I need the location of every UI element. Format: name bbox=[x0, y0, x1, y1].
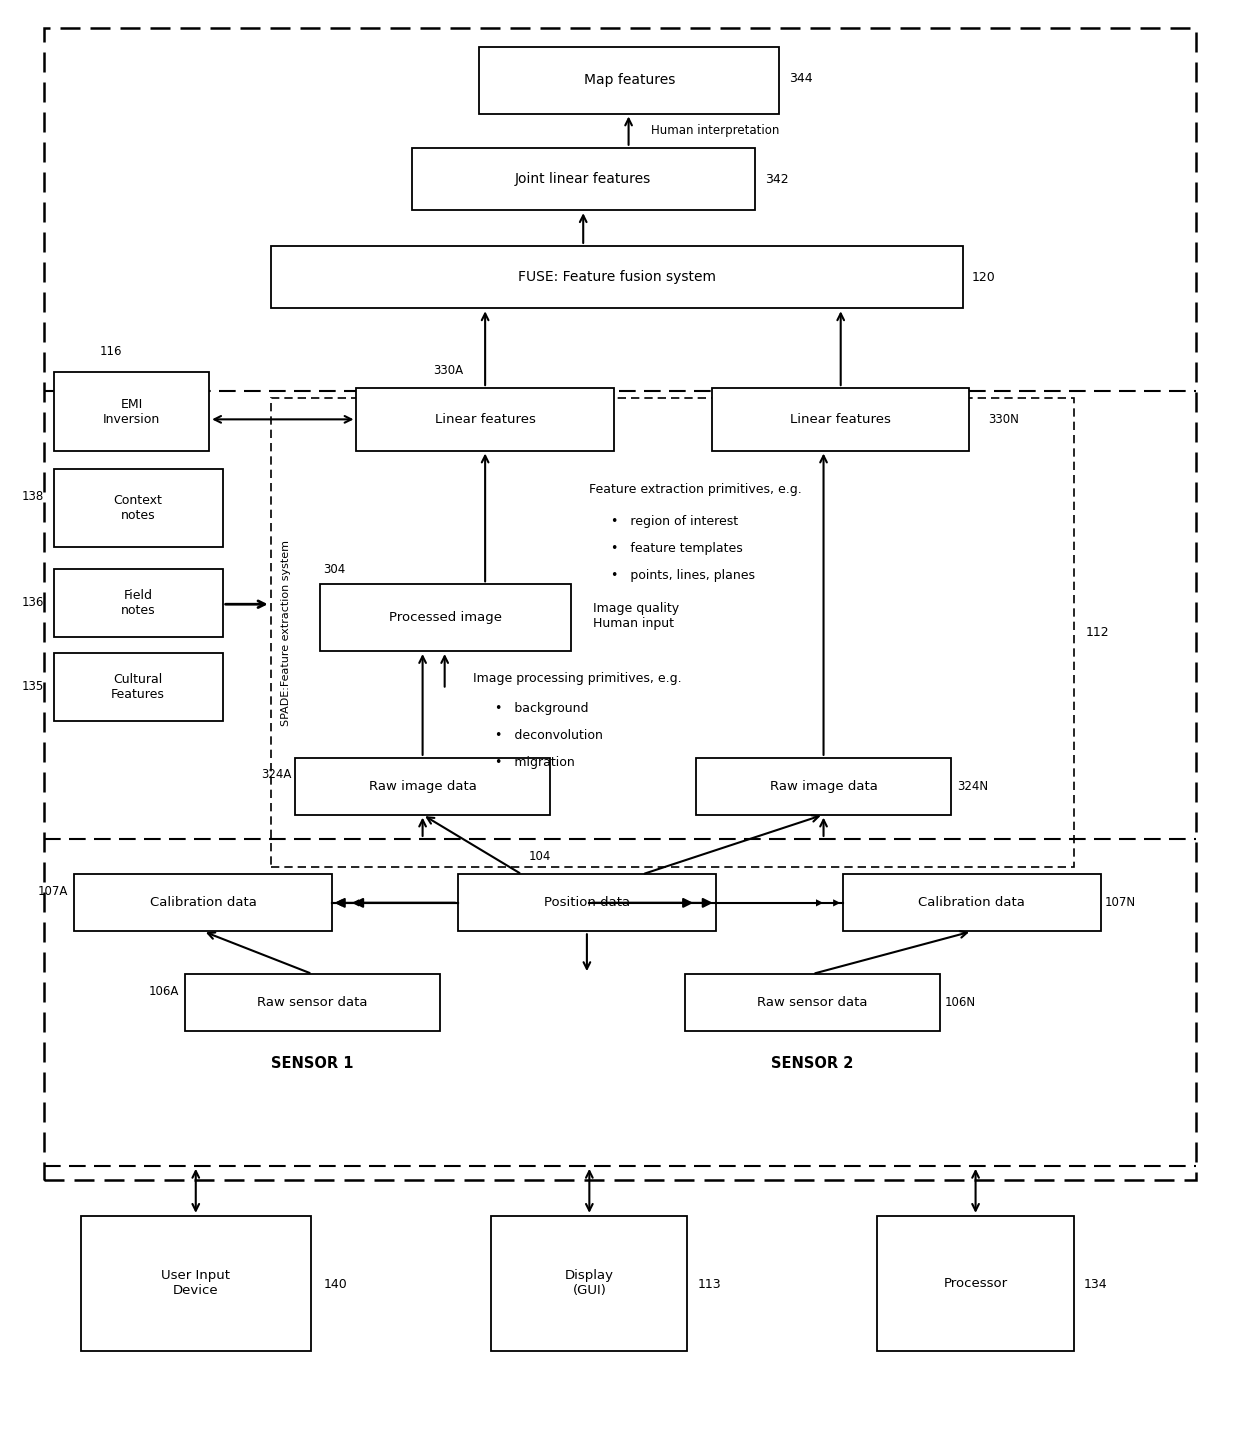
Text: Raw sensor data: Raw sensor data bbox=[257, 997, 367, 1010]
FancyBboxPatch shape bbox=[53, 372, 210, 451]
FancyBboxPatch shape bbox=[74, 875, 332, 932]
Text: •   points, lines, planes: • points, lines, planes bbox=[611, 569, 755, 582]
Text: 116: 116 bbox=[100, 345, 123, 358]
Text: 330A: 330A bbox=[433, 363, 464, 376]
Text: 135: 135 bbox=[21, 681, 43, 694]
Text: Context
notes: Context notes bbox=[114, 494, 162, 523]
Text: Calibration data: Calibration data bbox=[919, 896, 1025, 909]
Text: Raw sensor data: Raw sensor data bbox=[758, 997, 868, 1010]
FancyBboxPatch shape bbox=[458, 875, 715, 932]
Text: 107A: 107A bbox=[38, 885, 68, 898]
Text: •   migration: • migration bbox=[495, 757, 574, 770]
Text: 138: 138 bbox=[21, 490, 43, 503]
Text: 107N: 107N bbox=[1105, 896, 1136, 909]
Text: EMI
Inversion: EMI Inversion bbox=[103, 398, 160, 425]
Text: SENSOR 1: SENSOR 1 bbox=[272, 1057, 353, 1071]
Text: Position data: Position data bbox=[544, 896, 630, 909]
Text: 113: 113 bbox=[697, 1278, 720, 1291]
FancyBboxPatch shape bbox=[53, 569, 223, 638]
Text: 134: 134 bbox=[1084, 1278, 1107, 1291]
FancyBboxPatch shape bbox=[878, 1216, 1074, 1351]
Text: •   deconvolution: • deconvolution bbox=[495, 729, 603, 742]
Text: 330N: 330N bbox=[988, 414, 1019, 426]
FancyBboxPatch shape bbox=[684, 974, 940, 1031]
Text: Raw image data: Raw image data bbox=[770, 780, 878, 793]
Text: Raw image data: Raw image data bbox=[368, 780, 476, 793]
Text: Cultural
Features: Cultural Features bbox=[112, 672, 165, 701]
Text: 324N: 324N bbox=[957, 780, 988, 793]
FancyBboxPatch shape bbox=[491, 1216, 687, 1351]
Text: Map features: Map features bbox=[584, 73, 675, 88]
FancyBboxPatch shape bbox=[712, 388, 970, 451]
Text: Processor: Processor bbox=[944, 1277, 1008, 1290]
FancyBboxPatch shape bbox=[320, 584, 570, 651]
Text: Display
(GUI): Display (GUI) bbox=[565, 1269, 614, 1297]
Text: •   region of interest: • region of interest bbox=[611, 514, 739, 527]
FancyBboxPatch shape bbox=[843, 875, 1101, 932]
Text: Human interpretation: Human interpretation bbox=[651, 123, 779, 138]
Text: Joint linear features: Joint linear features bbox=[515, 172, 651, 187]
FancyBboxPatch shape bbox=[53, 652, 223, 721]
Text: •   feature templates: • feature templates bbox=[611, 541, 743, 554]
Text: 120: 120 bbox=[972, 270, 996, 284]
Text: 304: 304 bbox=[324, 563, 346, 576]
Text: 104: 104 bbox=[529, 850, 552, 863]
FancyBboxPatch shape bbox=[356, 388, 614, 451]
Text: Field
notes: Field notes bbox=[120, 589, 155, 617]
Text: Image quality
Human input: Image quality Human input bbox=[593, 602, 680, 629]
Text: FUSE: Feature fusion system: FUSE: Feature fusion system bbox=[518, 270, 715, 284]
Text: 136: 136 bbox=[21, 596, 43, 609]
FancyBboxPatch shape bbox=[412, 148, 755, 210]
Text: SENSOR 2: SENSOR 2 bbox=[771, 1057, 853, 1071]
FancyBboxPatch shape bbox=[696, 758, 951, 814]
Text: 344: 344 bbox=[789, 72, 813, 85]
Text: 342: 342 bbox=[765, 172, 789, 185]
FancyBboxPatch shape bbox=[270, 246, 963, 309]
Text: SPADE:Feature extraction system: SPADE:Feature extraction system bbox=[281, 540, 291, 725]
Text: User Input
Device: User Input Device bbox=[161, 1269, 231, 1297]
FancyBboxPatch shape bbox=[53, 470, 223, 547]
Text: Linear features: Linear features bbox=[435, 414, 536, 426]
Text: Linear features: Linear features bbox=[790, 414, 892, 426]
Text: 324A: 324A bbox=[262, 768, 291, 781]
Text: Processed image: Processed image bbox=[389, 612, 502, 625]
FancyBboxPatch shape bbox=[479, 47, 780, 113]
Text: Image processing primitives, e.g.: Image processing primitives, e.g. bbox=[472, 672, 682, 685]
FancyBboxPatch shape bbox=[295, 758, 551, 814]
Text: Calibration data: Calibration data bbox=[150, 896, 257, 909]
FancyBboxPatch shape bbox=[81, 1216, 311, 1351]
Text: 140: 140 bbox=[324, 1278, 347, 1291]
FancyBboxPatch shape bbox=[185, 974, 440, 1031]
Text: Feature extraction primitives, e.g.: Feature extraction primitives, e.g. bbox=[589, 484, 802, 497]
Text: •   background: • background bbox=[495, 702, 589, 715]
Text: 106N: 106N bbox=[945, 997, 976, 1010]
Text: 106A: 106A bbox=[149, 985, 179, 998]
Text: 112: 112 bbox=[1086, 626, 1110, 639]
